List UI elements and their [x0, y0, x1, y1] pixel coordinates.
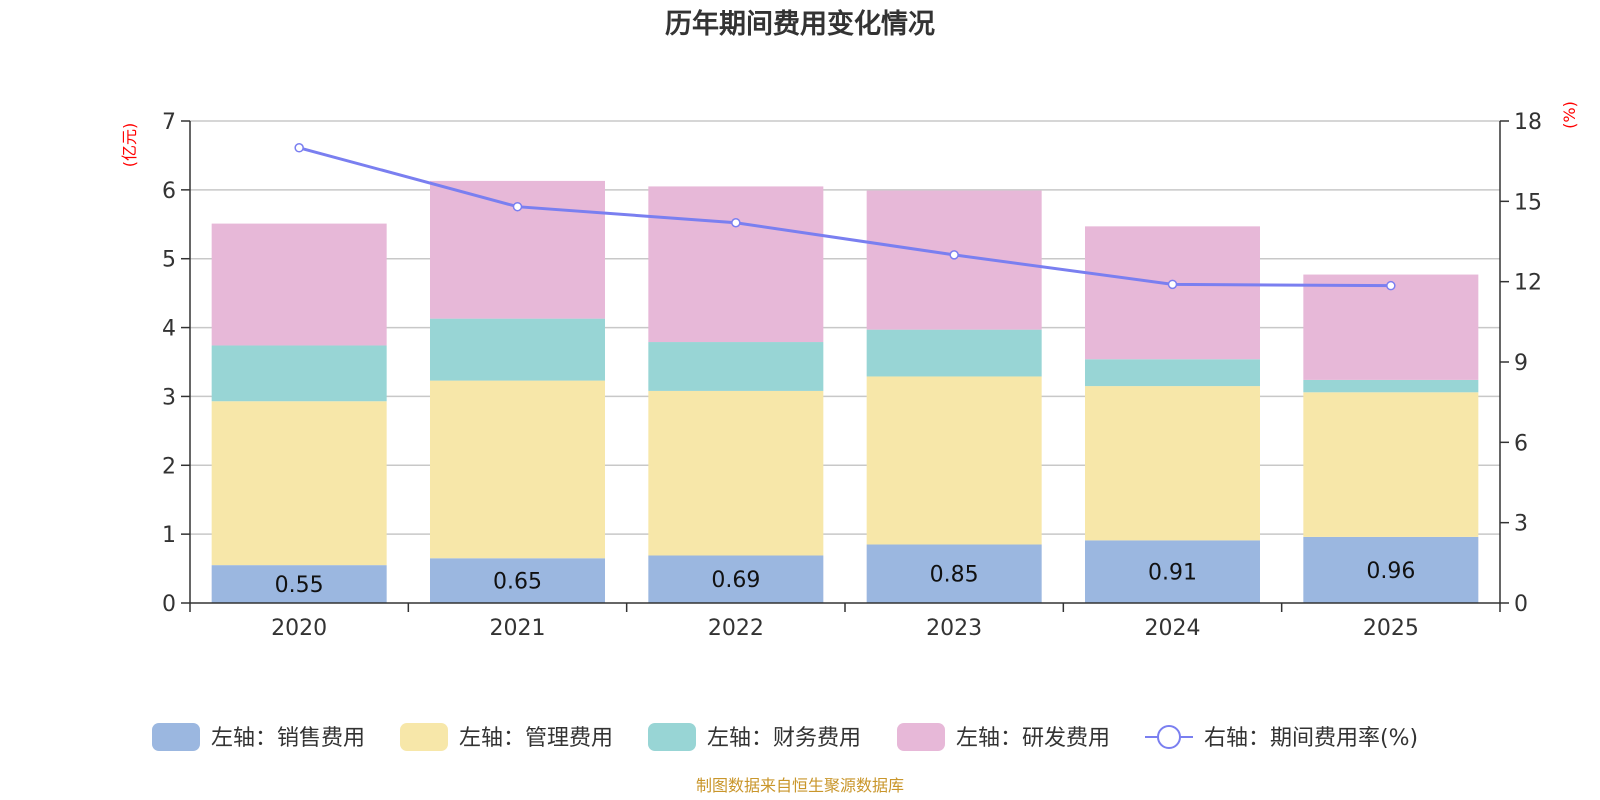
left-axis-unit: (亿元) — [120, 123, 139, 168]
bar-data-label: 0.69 — [711, 568, 760, 593]
bar-segment-2-2020 — [211, 345, 387, 402]
bar-segment-2-2022 — [648, 342, 824, 391]
left-axis-tick-label: 1 — [162, 523, 176, 548]
bar-segment-2-2024 — [1085, 359, 1260, 387]
bar-data-label: 0.96 — [1366, 559, 1415, 584]
bar-segment-1-2024 — [1085, 386, 1260, 541]
bar-segment-0-2024 — [1085, 540, 1260, 603]
bar-segment-3-2024 — [1085, 226, 1260, 360]
right-axis-tick-label: 6 — [1514, 431, 1528, 456]
bar-segment-1-2022 — [648, 390, 824, 556]
left-axis-tick-label: 6 — [162, 179, 176, 204]
right-axis-tick-label: 9 — [1514, 351, 1528, 376]
bar-segment-2-2021 — [430, 318, 605, 381]
bar-data-label: 0.91 — [1148, 561, 1197, 586]
bar-segment-0-2025 — [1303, 536, 1479, 603]
x-axis-tick-label: 2020 — [271, 616, 327, 641]
legend-swatch-1 — [400, 723, 448, 751]
right-axis-tick-label: 12 — [1514, 271, 1542, 296]
x-axis-tick-label: 2025 — [1363, 616, 1419, 641]
bar-segment-0-2020 — [211, 565, 387, 603]
x-axis-tick-label: 2022 — [708, 616, 764, 641]
bar-segment-1-2025 — [1303, 392, 1479, 537]
bar-segment-0-2023 — [866, 544, 1042, 603]
x-axis-tick-label: 2021 — [490, 616, 546, 641]
bar-segment-1-2023 — [866, 376, 1042, 545]
bar-segment-3-2022 — [648, 186, 824, 343]
right-axis-unit: (%) — [1560, 101, 1579, 129]
legend-label-0: 左轴：销售费用 — [211, 726, 365, 751]
rate-point-2022 — [731, 218, 741, 228]
grid-lines — [190, 120, 1500, 535]
bar-segment-3-2025 — [1303, 274, 1479, 380]
legend-marker-swatch — [1157, 725, 1181, 749]
legend-swatch-0 — [152, 723, 200, 751]
bar-segment-3-2021 — [430, 180, 605, 319]
left-axis-tick-label: 2 — [162, 454, 176, 479]
legend-label-1: 左轴：管理费用 — [459, 726, 613, 751]
chart-title: 历年期间费用变化情况 — [665, 8, 935, 40]
bar-segment-3-2023 — [866, 190, 1042, 330]
bar-data-label: 0.55 — [275, 573, 324, 598]
legend: 左轴：销售费用 左轴：管理费用 左轴：财务费用 左轴：研发费用 右轴：期间费用率(%) — [152, 723, 1418, 751]
left-axis-tick-label: 4 — [162, 317, 176, 342]
bar-segment-2-2025 — [1303, 379, 1479, 393]
bar-segment-3-2020 — [211, 223, 387, 346]
right-axis-tick-label: 18 — [1514, 110, 1542, 135]
bar-segment-0-2021 — [430, 558, 605, 603]
rate-point-2020 — [294, 143, 304, 153]
bar-data-label: 0.85 — [930, 563, 979, 588]
bar-segment-0-2022 — [648, 555, 824, 603]
x-axis-tick-label: 2023 — [926, 616, 982, 641]
legend-label-2: 左轴：财务费用 — [707, 726, 861, 751]
right-axis-tick-label: 3 — [1514, 512, 1528, 537]
bar-data-label: 0.65 — [493, 570, 542, 595]
legend-label-4: 右轴：期间费用率(%) — [1204, 726, 1418, 751]
right-axis-tick-label: 0 — [1514, 592, 1528, 617]
right-axis-tick-label: 15 — [1514, 190, 1542, 215]
bar-segment-2-2023 — [866, 329, 1042, 377]
rate-point-2024 — [1167, 279, 1178, 290]
rate-point-2021 — [512, 201, 523, 212]
legend-swatch-2 — [648, 723, 696, 751]
rate-line-series — [294, 143, 1396, 291]
legend-swatch-3 — [897, 723, 945, 751]
bar-segment-1-2020 — [211, 401, 387, 566]
left-axis-tick-label: 0 — [162, 592, 176, 617]
source-note: 制图数据来自恒生聚源数据库 — [696, 776, 904, 795]
left-axis-tick-label: 3 — [162, 385, 176, 410]
bar-series: 0.55 0.65 0.69 0.85 0.91 0.96 — [211, 180, 1479, 603]
rate-point-2023 — [949, 250, 959, 260]
rate-point-2025 — [1386, 280, 1396, 291]
legend-label-3: 左轴：研发费用 — [956, 726, 1110, 751]
left-axis-tick-label: 5 — [162, 248, 176, 273]
left-axis-tick-label: 7 — [162, 110, 176, 135]
x-axis-tick-label: 2024 — [1145, 616, 1201, 641]
rate-line — [298, 146, 1391, 288]
bar-segment-1-2021 — [430, 380, 605, 559]
